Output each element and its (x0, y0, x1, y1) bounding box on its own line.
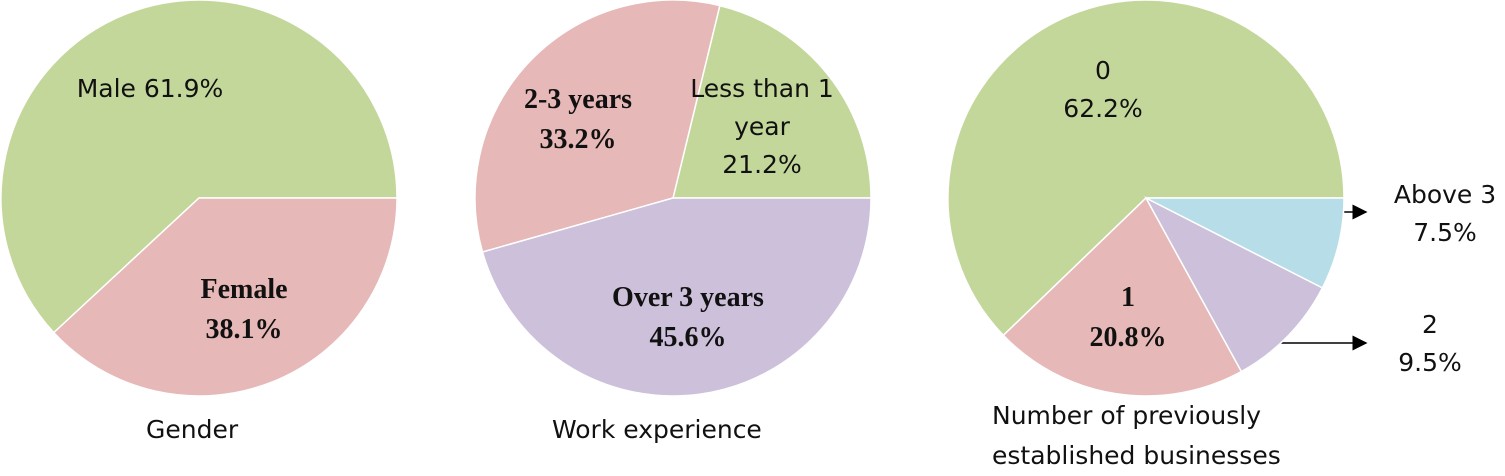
value-label: 7.5% (1413, 218, 1477, 247)
slice-label: 0 62.2% (1063, 52, 1142, 128)
chart-title: Work experience (552, 415, 762, 444)
slice-label: Male 61.9% (77, 70, 224, 108)
pie-slice (947, 0, 1345, 337)
value-label: 33.2% (539, 124, 617, 155)
value-label: 38.1% (205, 314, 283, 345)
slice-label: Over 3 years 45.6% (612, 278, 764, 358)
slice-label: Female 38.1% (200, 270, 287, 350)
category-label: Over 3 years (612, 282, 764, 313)
pie-slice (0, 0, 398, 334)
slice-label: Less than 1 year 21.2% (677, 70, 847, 184)
category-label: 1 (1121, 282, 1135, 313)
pie-slice (1145, 197, 1345, 289)
pie-slice (481, 197, 872, 397)
value-label: 9.5% (1398, 348, 1462, 377)
slice-label: 2-3 years 33.2% (524, 80, 632, 160)
category-label: 0 (1095, 56, 1111, 85)
value-label: 61.9% (143, 74, 224, 103)
slice-label: 2 9.5% (1398, 306, 1462, 382)
category-label: Less than 1 year (690, 74, 834, 141)
category-label: Above 3 (1393, 180, 1497, 209)
category-label: Male (76, 74, 136, 103)
pie-slice (52, 197, 398, 397)
category-label: 2-3 years (523, 84, 633, 115)
chart-title: Number of previously established busines… (992, 401, 1281, 470)
pie-slice (474, 0, 721, 253)
value-label: 21.2% (722, 150, 802, 179)
value-label: 20.8% (1089, 322, 1167, 353)
value-label: 45.6% (649, 322, 727, 353)
chart-title: Gender (146, 415, 239, 444)
slice-label: Above 3 7.5% (1394, 176, 1496, 252)
pie-slice (1144, 196, 1324, 373)
value-label: 62.2% (1063, 94, 1143, 123)
pie-slice (672, 4, 872, 199)
category-label: Female (200, 274, 288, 305)
category-label: 2 (1422, 310, 1438, 339)
pie-slice (1002, 196, 1243, 397)
slice-label: 1 20.8% (1090, 278, 1167, 358)
